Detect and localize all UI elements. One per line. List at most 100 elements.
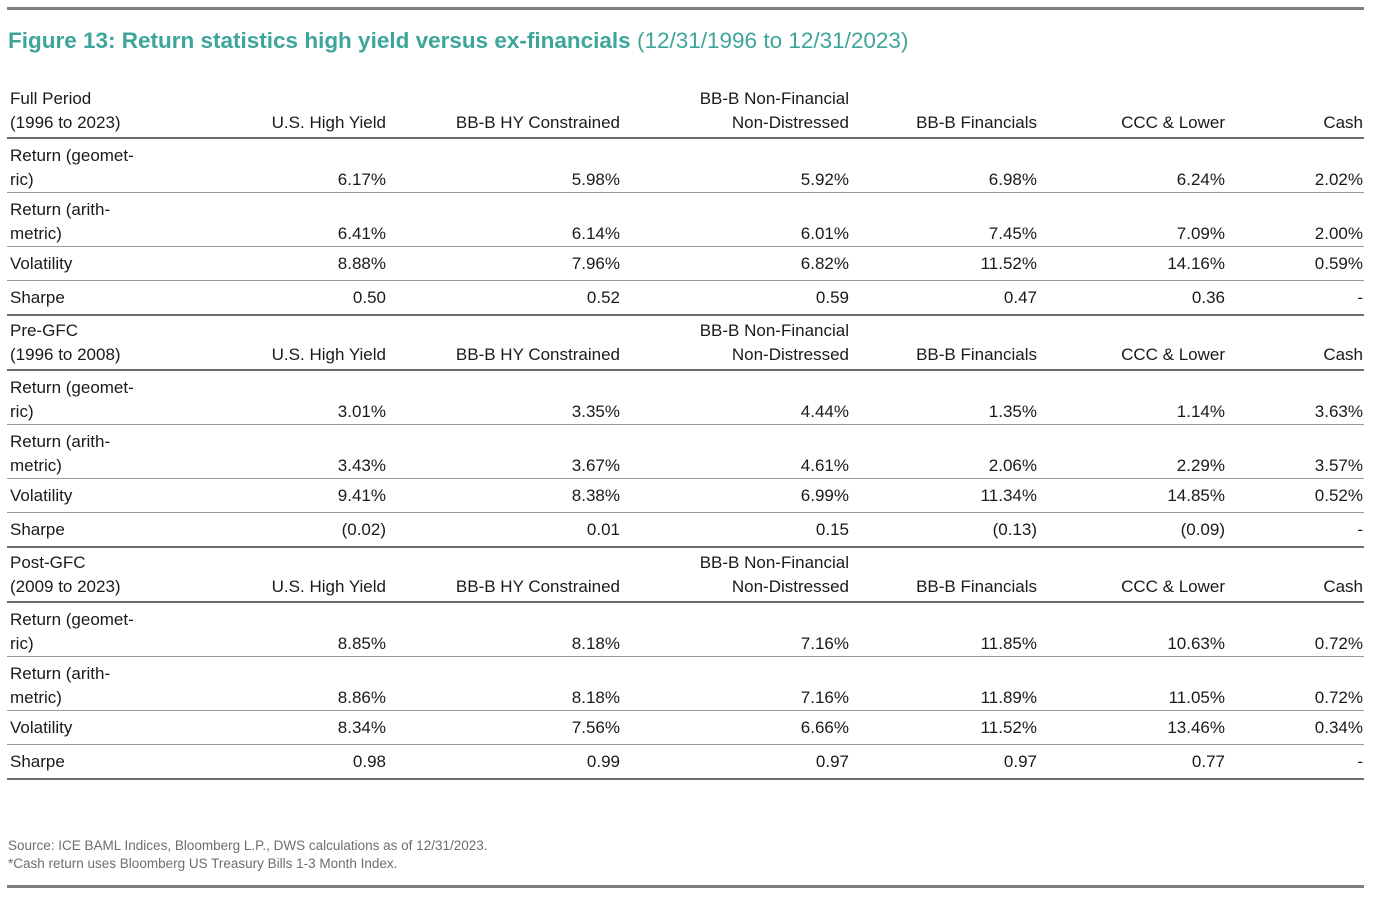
table-cell: 2.06% [850, 424, 1038, 479]
figure-title-period: (12/31/1996 to 12/31/2023) [636, 28, 909, 53]
table-cell: 6.41% [157, 192, 387, 247]
table-cell: 9.41% [157, 478, 387, 513]
table-row: Sharpe 0.98 0.99 0.97 0.97 0.77- [7, 744, 1364, 780]
return-statistics-table: Full Period (1996 to 2023) U.S. High Yield… [7, 84, 1364, 780]
table-cell: 8.18% [387, 602, 621, 657]
table-row: Sharpe (0.02) 0.01 0.15 (0.13) (0.09) - [7, 512, 1364, 548]
column-header-cash: Cash [1226, 315, 1364, 371]
table-cell: 3.35% [387, 370, 621, 425]
table-row: Sharpe 0.50 0.52 0.59 0.47 0.36- [7, 280, 1364, 316]
table-cell: 7.09% [1038, 192, 1226, 247]
row-label: Return (arith-metric) [7, 424, 157, 479]
source-note: Source: ICE BAML Indices, Bloomberg L.P.… [8, 837, 488, 873]
bottom-rule [7, 885, 1364, 888]
row-label-line-1: Return (arith- [10, 432, 111, 451]
return-statistics-table-wrapper: Full Period (1996 to 2023) U.S. High Yield… [7, 84, 1364, 780]
row-label: Volatility [7, 710, 157, 745]
table-cell: 8.88% [157, 246, 387, 281]
table-cell: 3.43% [157, 424, 387, 479]
top-rule [7, 7, 1364, 10]
table-cell: 6.24% [1038, 138, 1226, 193]
table-cell: 0.97 [621, 744, 850, 780]
table-cell: 3.57% [1226, 424, 1364, 479]
row-label: Sharpe [7, 744, 157, 780]
table-cell: 0.52 [387, 280, 621, 316]
period-label: Full Period (1996 to 2023) [7, 84, 157, 139]
period-label-line-2: (2009 to 2023) [10, 577, 121, 596]
table-cell: 0.15 [621, 512, 850, 548]
table-row: Return (geomet-ric) 3.01% 3.35% 4.44% 1.35% 1… [7, 370, 1364, 425]
column-header-us-high-yield: U.S. High Yield [157, 84, 387, 139]
row-label-line-1: Return (geomet- [10, 378, 134, 397]
row-label-line-2: metric) [10, 224, 62, 243]
table-row: Return (arith-metric) 8.86% 8.18% 7.16% 11.8… [7, 656, 1364, 711]
period-label: Post-GFC (2009 to 2023) [7, 547, 157, 603]
column-header-cash: Cash [1226, 547, 1364, 603]
table-cell: 11.89% [850, 656, 1038, 711]
table-cell: 13.46% [1038, 710, 1226, 745]
table-row: Volatility 9.41% 8.38% 6.99% 11.34% 14.85% 0.5… [7, 478, 1364, 513]
table-cell: 2.02% [1226, 138, 1364, 193]
column-header-bb-b-non-financial-non-distressed-line-1: BB-B Non-Financial [699, 553, 849, 572]
table-row: Return (geomet-ric) 6.17% 5.98% 5.92% 6.98% 6… [7, 138, 1364, 193]
section-header-row: Post-GFC (2009 to 2023) U.S. High Yield BB-… [7, 547, 1364, 603]
period-label-line-2: (1996 to 2023) [10, 113, 121, 132]
row-label-line-2: ric) [10, 634, 34, 653]
row-label-line-1: Return (geomet- [10, 146, 134, 165]
period-label: Pre-GFC (1996 to 2008) [7, 315, 157, 371]
table-row: Return (geomet-ric) 8.85% 8.18% 7.16% 11.85%… [7, 602, 1364, 657]
row-label: Sharpe [7, 280, 157, 316]
figure-title: Figure 13: Return statistics high yield … [8, 27, 908, 55]
row-label-line-1: Return (arith- [10, 664, 111, 683]
table-cell: 0.50 [157, 280, 387, 316]
table-row: Return (arith-metric) 3.43% 3.67% 4.61% 2.06… [7, 424, 1364, 479]
period-label-line-2: (1996 to 2008) [10, 345, 121, 364]
row-label-line-2: ric) [10, 170, 34, 189]
table-cell: 0.99 [387, 744, 621, 780]
table-cell: 6.98% [850, 138, 1038, 193]
table-row: Return (arith-metric) 6.41% 6.14% 6.01% 7.45… [7, 192, 1364, 247]
table-cell: 6.17% [157, 138, 387, 193]
table-cell: 11.52% [850, 246, 1038, 281]
table-cell: - [1226, 744, 1364, 780]
table-cell: 4.61% [621, 424, 850, 479]
table-cell: 8.34% [157, 710, 387, 745]
table-cell: 3.63% [1226, 370, 1364, 425]
row-label: Return (geomet-ric) [7, 138, 157, 193]
table-cell: 0.72% [1226, 602, 1364, 657]
table-cell: 7.96% [387, 246, 621, 281]
column-header-bb-b-financials: BB-B Financials [850, 315, 1038, 371]
table-cell: (0.02) [157, 512, 387, 548]
table-cell: 0.97 [850, 744, 1038, 780]
table-cell: 11.85% [850, 602, 1038, 657]
table-cell: (0.09) [1038, 512, 1226, 548]
table-cell: 0.59 [621, 280, 850, 316]
row-label-line-2: metric) [10, 688, 62, 707]
source-line: Source: ICE BAML Indices, Bloomberg L.P.… [8, 838, 488, 853]
column-header-bb-b-non-financial-non-distressed-line-1: BB-B Non-Financial [699, 321, 849, 340]
period-label-line-1: Pre-GFC [10, 321, 78, 340]
table-cell: (0.13) [850, 512, 1038, 548]
table-cell: 3.01% [157, 370, 387, 425]
row-label: Sharpe [7, 512, 157, 548]
column-header-ccc-and-lower: CCC & Lower [1038, 84, 1226, 139]
table-cell: 5.92% [621, 138, 850, 193]
column-header-us-high-yield: U.S. High Yield [157, 315, 387, 371]
row-label-line-1: Return (arith- [10, 200, 111, 219]
table-cell: - [1226, 512, 1364, 548]
table-cell: 7.16% [621, 602, 850, 657]
table-cell: 2.29% [1038, 424, 1226, 479]
table-cell: 2.00% [1226, 192, 1364, 247]
table-cell: 8.38% [387, 478, 621, 513]
column-header-bb-b-hy-constrained: BB-B HY Constrained [387, 315, 621, 371]
table-cell: 0.77 [1038, 744, 1226, 780]
row-label-line-2: ric) [10, 402, 34, 421]
table-row: Volatility 8.88% 7.96% 6.82% 11.52% 14.16% 0.5… [7, 246, 1364, 281]
table-cell: 14.85% [1038, 478, 1226, 513]
period-label-line-1: Post-GFC [10, 553, 86, 572]
row-label: Return (arith-metric) [7, 192, 157, 247]
table-cell: 7.45% [850, 192, 1038, 247]
footnote-line: *Cash return uses Bloomberg US Treasury … [8, 856, 398, 871]
table-cell: 0.59% [1226, 246, 1364, 281]
table-cell: 6.14% [387, 192, 621, 247]
